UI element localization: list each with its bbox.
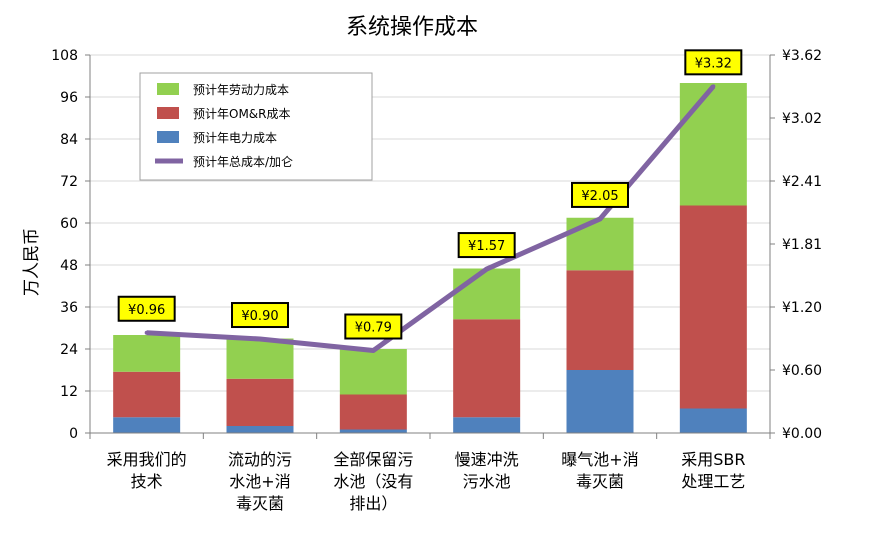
y-tick-label: 108 [51, 48, 78, 64]
y-tick-label: 96 [60, 90, 78, 106]
x-tick-label-line: 采用我们的 [107, 450, 187, 469]
x-tick-label-line: 全部保留污 [333, 450, 413, 469]
bar-segment [679, 205, 747, 409]
bar-segment [453, 319, 521, 418]
legend-swatch [157, 131, 179, 143]
y-ticks-left: 0 12 24 36 48 60 72 84 96 108 [51, 48, 90, 442]
y-tick-label: 60 [60, 216, 78, 232]
y-tick-label: 24 [60, 342, 78, 358]
data-label-box [117, 295, 176, 322]
bar-segment [679, 408, 747, 433]
bar-segment [339, 394, 407, 430]
x-tick-label: 采用SBR 处理工艺 [681, 450, 745, 491]
y2-tick-label: ¥1.20 [782, 300, 822, 316]
bar-segment [226, 378, 294, 426]
x-tick-labels: 采用我们的技术流动的污水池+消毒灭菌全部保留污水池（没有排出）慢速冲洗污水池曝气… [107, 450, 746, 513]
bar-segment [566, 217, 634, 271]
data-label: ¥1.57 [468, 239, 505, 254]
x-tick-label: 流动的污水池+消毒灭菌 [228, 450, 292, 513]
bar-segment [679, 83, 747, 206]
y2-tick-label: ¥1.81 [782, 237, 822, 253]
line-point [258, 337, 262, 342]
legend-entry: 预计年OM&R成本 [193, 107, 291, 121]
data-label-box [457, 232, 516, 259]
x-tick-label-line: 毒灭菌 [236, 494, 284, 513]
bar-segment [566, 270, 634, 370]
data-label: ¥0.79 [355, 321, 392, 336]
line-point [371, 348, 376, 353]
data-label: ¥3.32 [695, 56, 732, 71]
bars [113, 83, 747, 433]
x-tick-label-line: 流动的污 [228, 450, 292, 469]
y-tick-label: 72 [60, 174, 78, 190]
x-tick-label-line: 技术 [131, 472, 163, 491]
data-label: ¥2.05 [581, 189, 618, 204]
legend-entry: 预计年劳动力成本 [193, 83, 289, 97]
x-tick-label-line: 水池+消 [229, 472, 290, 491]
y-tick-label: 36 [60, 300, 78, 316]
y2-tick-label: ¥0.60 [782, 363, 822, 379]
line-point [711, 84, 716, 89]
data-label-box [571, 181, 629, 208]
bar-segment [453, 417, 521, 433]
y2-tick-label: ¥3.62 [782, 48, 822, 64]
bar-segment [339, 429, 407, 433]
y2-tick-label: ¥3.02 [782, 111, 822, 127]
x-tick-label-line: 慢速冲洗 [455, 450, 519, 469]
line-point [484, 267, 489, 272]
data-labels: ¥0.96 ¥0.90 ¥0.79 ¥1.57 ¥2.05 ¥3.32 [117, 49, 743, 340]
line-point [144, 330, 149, 335]
x-tick-label: 曝气池+消毒灭菌 [561, 450, 638, 491]
data-label-box [684, 49, 743, 76]
bar-segment [113, 417, 181, 433]
bar-segment [453, 268, 521, 320]
bar-segment [339, 349, 407, 395]
data-label-box [344, 313, 403, 340]
y-tick-label: 84 [60, 132, 78, 148]
legend-swatch [157, 107, 179, 119]
x-tick-label: 采用我们的技术 [107, 450, 187, 491]
x-tick-label-line: 曝气池+消 [561, 450, 638, 469]
chart-title: 系统操作成本 [346, 15, 478, 40]
bar-segment [113, 371, 181, 418]
data-label: ¥0.96 [128, 303, 165, 318]
x-tick-label: 慢速冲洗污水池 [455, 450, 519, 491]
bar-segment [226, 426, 294, 433]
legend-entry: 预计年总成本/加仑 [193, 155, 293, 169]
y2-tick-label: ¥0.00 [782, 426, 822, 442]
data-label-box [231, 302, 289, 329]
x-tick-label-line: 排出） [349, 494, 397, 513]
y-ticks-right: ¥0.00 ¥0.60 ¥1.20 ¥1.81 ¥2.41 ¥3.02 ¥3.62 [770, 48, 822, 442]
x-tick-label-line: 处理工艺 [681, 472, 745, 491]
x-tick-label-line: 水池（没有 [333, 472, 413, 491]
bar-segment [566, 370, 634, 433]
legend-swatch [157, 83, 179, 95]
line-point [598, 216, 602, 221]
data-label: ¥0.90 [241, 309, 278, 324]
y-axis-label: 万人民币 [22, 228, 42, 296]
x-tick-label-line: 污水池 [463, 472, 511, 491]
y-tick-label: 48 [60, 258, 78, 274]
y-tick-label: 12 [60, 384, 78, 400]
y2-tick-label: ¥2.41 [782, 174, 822, 190]
bar-segment [113, 335, 181, 372]
x-tick-label: 全部保留污水池（没有排出） [333, 450, 413, 513]
bar-segment [226, 338, 294, 379]
x-tick-label-line: 采用SBR [681, 450, 745, 469]
x-tick-label-line: 毒灭菌 [576, 472, 624, 491]
y-tick-label: 0 [69, 426, 78, 442]
legend-entry: 预计年电力成本 [193, 131, 277, 145]
